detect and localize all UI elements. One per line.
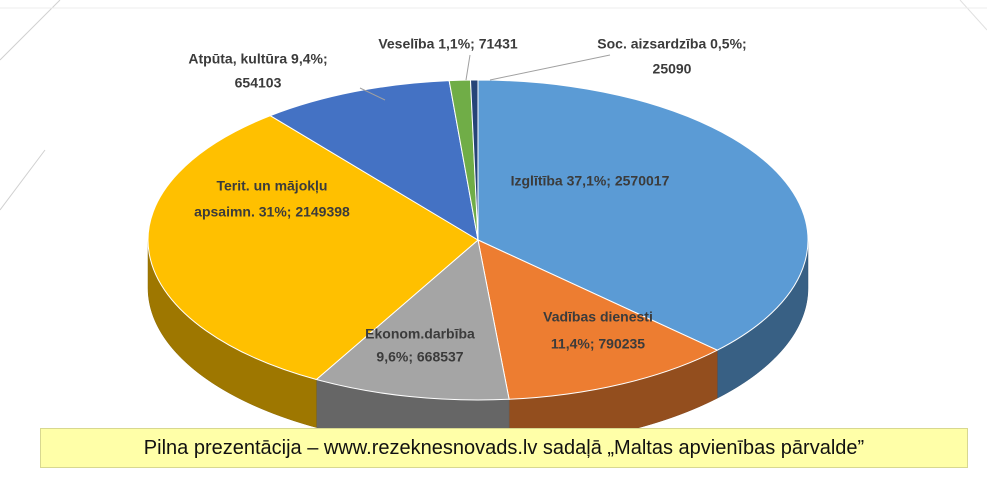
data-label: Terit. un mājokļu — [217, 178, 328, 194]
data-label: Izglītība 37,1%; 2570017 — [511, 173, 670, 189]
slice — [477, 239, 719, 400]
slice — [315, 239, 510, 401]
slice — [477, 79, 809, 351]
data-label: Soc. aizsardzība 0,5%; — [597, 36, 746, 52]
data-label: 11,4%; 790235 — [551, 336, 645, 352]
chart: Izglītība 37,1%; 2570017 Vadības dienesti… — [0, 0, 987, 449]
slice — [469, 79, 479, 241]
data-label: Veselība 1,1%; 71431 — [378, 36, 518, 52]
decor-line — [0, 149, 46, 211]
leader-line — [465, 54, 471, 81]
data-label: Vadības dienesti — [543, 309, 653, 325]
data-label: 25090 — [653, 61, 692, 77]
decor-line — [0, 0, 61, 61]
slice — [269, 80, 479, 241]
data-label: apsaimn. 31%; 2149398 — [194, 204, 350, 220]
slice — [147, 115, 479, 381]
footer: Pilna prezentācija – www.rezeknesnovads.… — [40, 428, 968, 468]
data-label: Atpūta, kultūra 9,4%; — [188, 51, 327, 67]
decor-line — [959, 0, 987, 31]
data-label: 654103 — [235, 75, 282, 91]
leader-line — [359, 87, 386, 101]
data-label: Ekonom.darbība — [365, 326, 475, 342]
data-label: 9,6%; 668537 — [376, 349, 463, 365]
leader-line — [489, 54, 611, 81]
